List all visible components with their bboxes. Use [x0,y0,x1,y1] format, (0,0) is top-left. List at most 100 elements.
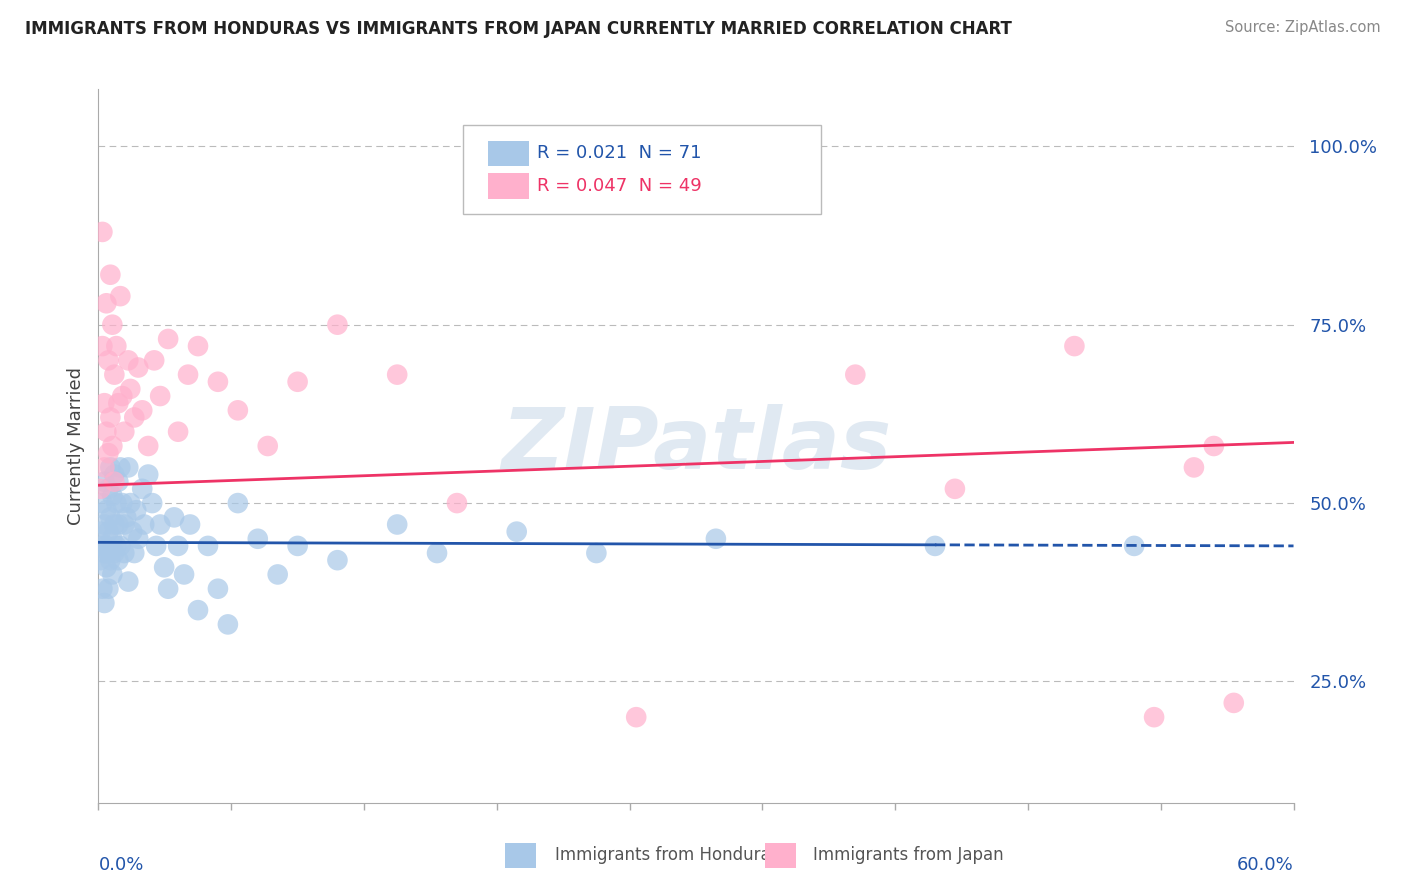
Point [1123,539,1146,553]
Point [120,382,142,396]
Point [97,524,120,539]
FancyBboxPatch shape [488,173,529,199]
Point [103,467,125,482]
Text: ZIPatlas: ZIPatlas [501,404,891,488]
Point [177,368,200,382]
Point [136,467,159,482]
Point [98,553,122,567]
Point [96,539,118,553]
Point [93,596,115,610]
Text: R = 0.047  N = 49: R = 0.047 N = 49 [537,178,702,195]
Point [145,539,167,553]
Point [124,546,146,560]
Point [93,517,115,532]
Point [98,510,122,524]
Point [125,503,148,517]
Point [506,524,529,539]
Point [226,496,249,510]
FancyBboxPatch shape [488,141,529,166]
Point [105,539,128,553]
Point [110,539,132,553]
Point [96,296,118,310]
Point [287,539,309,553]
Point [136,439,159,453]
Point [89,482,111,496]
Point [267,567,290,582]
Point [101,439,124,453]
Point [107,396,129,410]
Text: 0.0%: 0.0% [98,856,143,874]
Point [91,582,114,596]
Point [117,574,139,589]
Point [173,567,195,582]
Point [98,410,122,425]
Point [115,510,138,524]
Point [112,546,135,560]
Point [127,532,149,546]
Point [287,375,309,389]
Point [117,353,139,368]
Y-axis label: Currently Married: Currently Married [66,367,84,525]
Point [217,617,239,632]
Text: IMMIGRANTS FROM HONDURAS VS IMMIGRANTS FROM JAPAN CURRENTLY MARRIED CORRELATION : IMMIGRANTS FROM HONDURAS VS IMMIGRANTS F… [25,20,1012,37]
Point [96,503,118,517]
Point [101,567,124,582]
Point [134,517,156,532]
Point [326,553,349,567]
Point [127,360,149,375]
Point [131,482,153,496]
Point [107,553,129,567]
Point [187,603,209,617]
Point [426,546,449,560]
Text: Source: ZipAtlas.com: Source: ZipAtlas.com [1225,20,1381,35]
Point [120,496,142,510]
Point [93,460,115,475]
Point [1202,439,1225,453]
Point [105,339,128,353]
Point [131,403,153,417]
Point [112,517,135,532]
Point [167,539,190,553]
Point [326,318,349,332]
Point [149,389,172,403]
Point [97,482,120,496]
Point [141,496,163,510]
Point [98,460,122,475]
Point [179,517,201,532]
Point [1143,710,1166,724]
Point [112,425,135,439]
Point [101,318,124,332]
Point [256,439,278,453]
Point [117,460,139,475]
Point [143,353,166,368]
Point [111,496,134,510]
Point [385,517,409,532]
Point [101,532,124,546]
Point [110,289,132,303]
Point [97,353,120,368]
Point [97,446,120,460]
Point [943,482,966,496]
Point [96,560,118,574]
Point [103,517,125,532]
Point [97,546,120,560]
Point [101,489,124,503]
Point [153,560,176,574]
Point [246,532,269,546]
Text: 60.0%: 60.0% [1237,856,1294,874]
Point [157,582,180,596]
Point [103,475,125,489]
Point [91,496,114,510]
Point [207,375,229,389]
Point [89,553,111,567]
Point [157,332,180,346]
Point [111,389,134,403]
Point [704,139,727,153]
Point [446,496,468,510]
Point [93,546,115,560]
Point [91,225,114,239]
Point [110,460,132,475]
Point [704,532,727,546]
Point [844,368,866,382]
Point [585,546,607,560]
